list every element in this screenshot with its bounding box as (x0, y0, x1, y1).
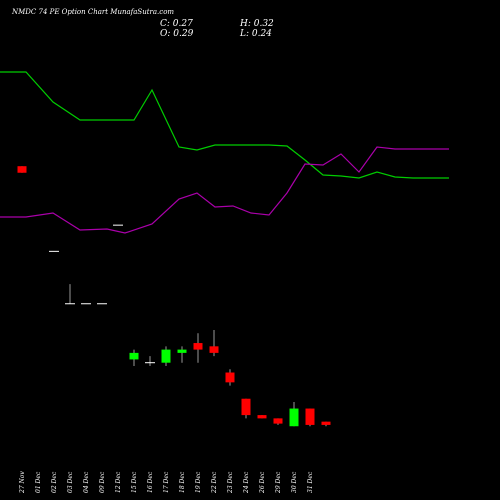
candle (177, 346, 187, 363)
candle-body (241, 398, 251, 416)
x-tick-label: 24 Dec (243, 471, 250, 494)
line-magenta (0, 146, 449, 234)
candle (161, 346, 171, 366)
candle-body (273, 418, 283, 424)
x-tick-label: 26 Dec (259, 471, 266, 494)
x-tick-label: 22 Dec (211, 471, 218, 494)
ohlc-close: C: 0.27 (160, 19, 193, 29)
candle-body (305, 408, 315, 425)
x-tick-label: 27 Nov (19, 471, 26, 494)
x-tick-label: 12 Dec (115, 471, 122, 493)
candle (193, 333, 203, 363)
candle (305, 408, 315, 427)
ohlc-open: O: 0.29 (160, 29, 194, 39)
x-tick-label: 16 Dec (147, 471, 154, 493)
line-green (0, 71, 449, 179)
candle (321, 421, 331, 427)
candle-body (289, 408, 299, 427)
candle (225, 369, 235, 386)
chart-title: NMDC 74 PE Option Chart MunafaSutra.com (12, 8, 175, 16)
x-tick-label: 09 Dec (99, 471, 106, 493)
x-axis-ticks: 27 Nov 01 Dec 02 Dec 03 Dec 04 Dec 09 Dec 12 D… (19, 471, 314, 494)
candle-body (257, 415, 267, 419)
x-tick-label: 04 Dec (83, 471, 90, 493)
ohlc-high: H: 0.32 (240, 19, 274, 29)
x-tick-label: 29 Dec (275, 471, 282, 494)
x-tick-label: 19 Dec (195, 471, 202, 493)
x-tick-label: 31 Dec (307, 471, 314, 493)
candle (273, 418, 283, 425)
candle-body (225, 372, 235, 383)
candle (209, 329, 219, 357)
candle-body (209, 346, 219, 353)
candle-body (129, 352, 139, 360)
candle-body (161, 349, 171, 363)
x-tick-label: 03 Dec (67, 471, 74, 493)
x-tick-label: 02 Dec (51, 471, 58, 493)
x-tick-label: 01 Dec (35, 471, 42, 493)
candle (145, 356, 155, 366)
candle (241, 398, 251, 419)
x-tick-label: 23 Dec (227, 471, 234, 494)
candle (65, 284, 75, 305)
candle-body (321, 421, 331, 425)
indicator-lines (0, 71, 449, 234)
candle (257, 415, 267, 419)
candle-body (17, 166, 27, 173)
ohlc-low: L: 0.24 (240, 29, 272, 39)
x-tick-label: 18 Dec (179, 471, 186, 493)
x-tick-label: 15 Dec (131, 471, 138, 493)
candle (289, 402, 299, 427)
candles (17, 166, 331, 427)
candle-body (177, 349, 187, 353)
x-tick-label: 17 Dec (163, 471, 170, 493)
x-tick-label: 30 Dec (291, 471, 298, 493)
candle-body (193, 343, 203, 350)
candle (129, 349, 139, 366)
candle (17, 166, 27, 173)
